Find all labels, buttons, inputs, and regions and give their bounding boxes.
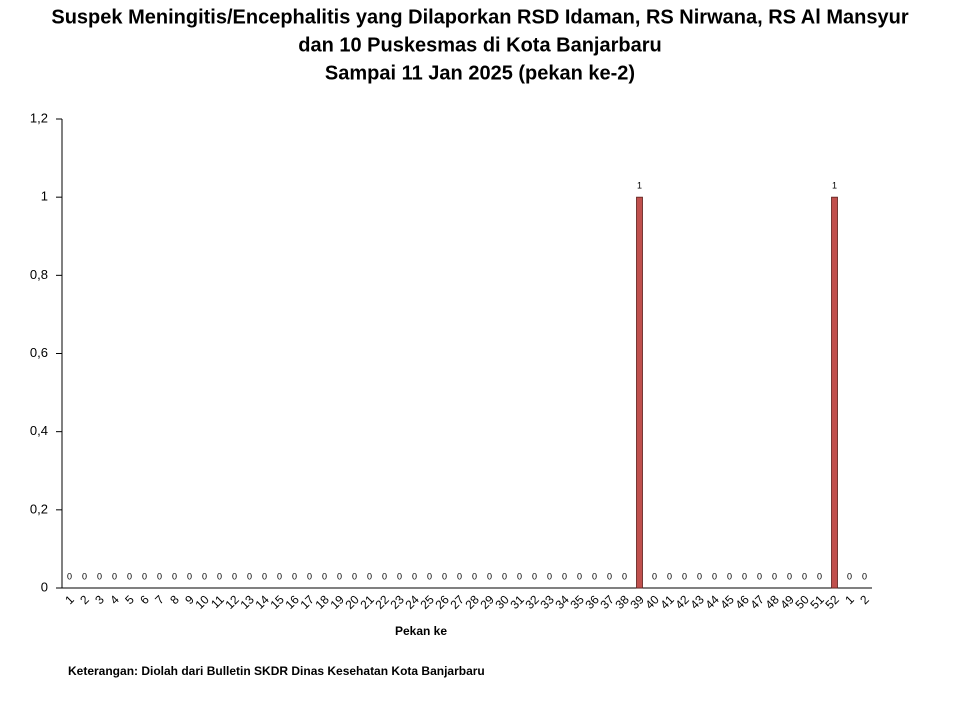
data-label: 0 <box>547 571 552 581</box>
data-label: 0 <box>787 571 792 581</box>
data-label: 0 <box>337 571 342 581</box>
data-label: 0 <box>592 571 597 581</box>
data-label: 0 <box>397 571 402 581</box>
data-label: 0 <box>847 571 852 581</box>
data-label: 0 <box>712 571 717 581</box>
x-tick-label: 7 <box>152 592 167 607</box>
data-label: 0 <box>307 571 312 581</box>
chart-title: dan 10 Puskesmas di Kota Banjarbaru <box>298 34 661 56</box>
bar <box>636 196 643 589</box>
data-label: 0 <box>247 571 252 581</box>
y-tick-label: 0,6 <box>30 345 48 360</box>
x-tick-label: 2 <box>857 592 872 607</box>
data-label: 0 <box>112 571 117 581</box>
bar <box>831 196 838 589</box>
data-label: 0 <box>367 571 372 581</box>
data-label: 0 <box>352 571 357 581</box>
chart-title: Sampai 11 Jan 2025 (pekan ke-2) <box>325 62 635 84</box>
y-tick-label: 0,4 <box>30 423 48 438</box>
data-label: 0 <box>262 571 267 581</box>
data-label: 0 <box>727 571 732 581</box>
data-label: 0 <box>187 571 192 581</box>
data-label: 0 <box>382 571 387 581</box>
data-label: 0 <box>622 571 627 581</box>
x-tick-label: 52 <box>823 592 843 612</box>
y-tick-label: 0,8 <box>30 267 48 282</box>
data-label: 0 <box>562 571 567 581</box>
data-label: 0 <box>142 571 147 581</box>
data-label: 0 <box>217 571 222 581</box>
data-label: 0 <box>487 571 492 581</box>
data-label: 0 <box>772 571 777 581</box>
x-tick-label: 1 <box>842 592 857 607</box>
x-tick-label: 1 <box>62 592 77 607</box>
data-label: 0 <box>697 571 702 581</box>
data-label: 0 <box>202 571 207 581</box>
data-label: 0 <box>82 571 87 581</box>
data-label: 0 <box>292 571 297 581</box>
data-label: 0 <box>472 571 477 581</box>
y-tick-label: 0,2 <box>30 501 48 516</box>
x-tick-label: 6 <box>137 592 152 607</box>
data-label: 0 <box>97 571 102 581</box>
data-label: 0 <box>757 571 762 581</box>
data-label: 0 <box>427 571 432 581</box>
x-tick-label: 2 <box>77 592 92 607</box>
data-label: 0 <box>862 571 867 581</box>
y-tick-label: 1,2 <box>30 110 48 125</box>
data-label: 0 <box>682 571 687 581</box>
data-label: 0 <box>742 571 747 581</box>
data-label: 0 <box>817 571 822 581</box>
x-axis-label: Pekan ke <box>395 624 447 638</box>
data-label: 0 <box>457 571 462 581</box>
data-label: 0 <box>532 571 537 581</box>
data-label: 0 <box>442 571 447 581</box>
x-tick-label: 5 <box>122 592 137 607</box>
data-label: 0 <box>277 571 282 581</box>
y-tick-label: 1 <box>41 189 48 204</box>
data-label: 0 <box>652 571 657 581</box>
data-label: 0 <box>667 571 672 581</box>
data-label: 1 <box>832 181 837 191</box>
data-label: 1 <box>637 181 642 191</box>
chart-title: Suspek Meningitis/Encephalitis yang Dila… <box>51 6 908 28</box>
data-label: 0 <box>607 571 612 581</box>
data-label: 0 <box>157 571 162 581</box>
data-label: 0 <box>322 571 327 581</box>
note: Keterangan: Diolah dari Bulletin SKDR Di… <box>68 664 485 678</box>
data-label: 0 <box>412 571 417 581</box>
data-label: 0 <box>232 571 237 581</box>
x-tick-label: 8 <box>167 592 182 607</box>
data-label: 0 <box>577 571 582 581</box>
x-tick-label: 3 <box>92 592 107 607</box>
data-label: 0 <box>127 571 132 581</box>
data-label: 0 <box>67 571 72 581</box>
data-label: 0 <box>802 571 807 581</box>
data-label: 0 <box>502 571 507 581</box>
y-tick-label: 0 <box>41 579 48 594</box>
x-tick-label: 4 <box>107 592 122 607</box>
data-label: 0 <box>172 571 177 581</box>
data-label: 0 <box>517 571 522 581</box>
